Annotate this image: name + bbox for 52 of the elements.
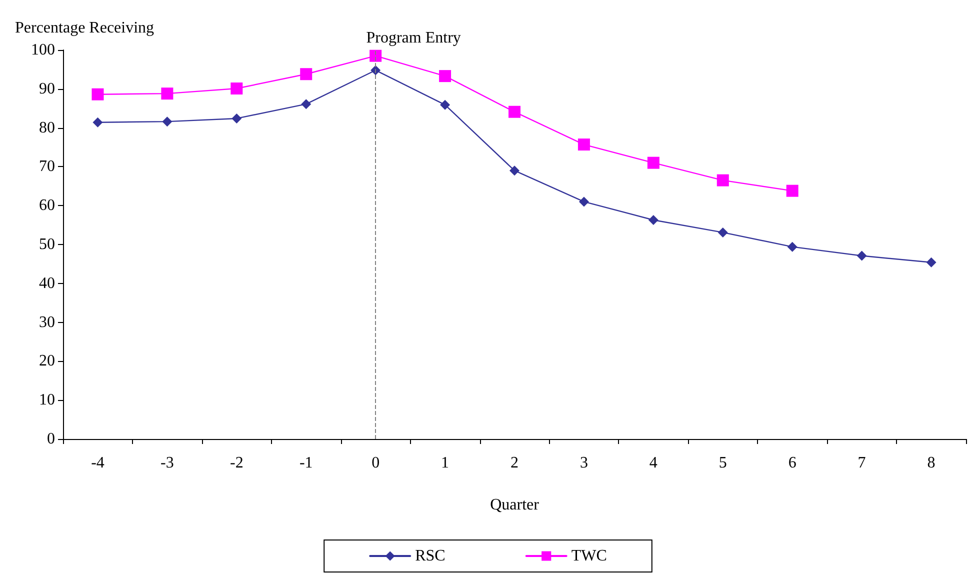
point — [578, 196, 589, 207]
point — [718, 227, 728, 238]
x-tick-label: -1 — [299, 454, 313, 472]
y-tick-label: 20 — [39, 352, 55, 370]
x-tick-label: 1 — [441, 454, 450, 472]
y-tick-label: 100 — [31, 42, 55, 58]
x-tick-label: 6 — [788, 454, 796, 472]
point — [510, 166, 520, 176]
x-tick-label: -2 — [230, 454, 244, 472]
point — [578, 138, 590, 151]
y-tick-label: 30 — [39, 314, 55, 331]
y-tick-label: 60 — [39, 197, 55, 214]
y-axis-title: Percentage Receiving — [15, 20, 154, 36]
y-tick-label: 40 — [39, 274, 55, 292]
legend-label: TWC — [571, 548, 607, 564]
point — [787, 242, 798, 252]
point — [230, 82, 243, 95]
y-tick-label: 70 — [39, 158, 55, 176]
point — [856, 250, 867, 261]
x-tick-label: -3 — [160, 454, 174, 472]
point — [926, 257, 936, 268]
point — [786, 184, 798, 197]
legend-label: RSC — [415, 548, 446, 564]
x-tick-label: 8 — [927, 454, 936, 472]
point — [716, 174, 729, 186]
point — [440, 100, 450, 110]
y-tick-label: 0 — [47, 430, 55, 448]
point — [92, 88, 104, 100]
x-tick-label: 2 — [510, 454, 518, 472]
point — [161, 88, 174, 100]
x-axis-title: Quarter — [490, 496, 540, 514]
point — [439, 70, 452, 82]
point — [232, 113, 242, 124]
point — [92, 117, 103, 128]
point — [162, 116, 172, 127]
x-tick-label: -4 — [91, 454, 104, 472]
x-tick-label: 3 — [580, 454, 588, 472]
x-tick-label: 7 — [858, 454, 866, 472]
point — [647, 156, 660, 169]
y-tick-label: 80 — [39, 119, 55, 136]
x-tick-label: 0 — [372, 454, 380, 472]
y-tick-label: 50 — [39, 236, 55, 253]
ref-line-label: Program Entry — [366, 30, 461, 46]
x-tick-label: 4 — [649, 454, 658, 472]
point — [301, 99, 312, 110]
x-tick-label: 5 — [718, 454, 727, 472]
y-tick-label: 10 — [39, 392, 55, 409]
point — [300, 68, 312, 80]
point — [648, 214, 658, 225]
point — [370, 50, 382, 62]
y-tick-label: 90 — [39, 80, 55, 98]
point — [508, 106, 520, 118]
